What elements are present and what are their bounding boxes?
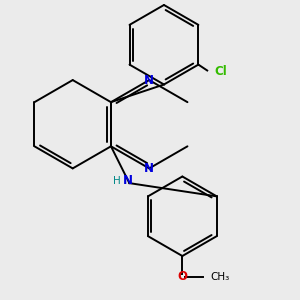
Text: O: O <box>177 270 188 283</box>
Text: N: N <box>144 162 154 175</box>
Text: Cl: Cl <box>214 65 227 79</box>
Text: CH₃: CH₃ <box>210 272 230 282</box>
Text: H: H <box>113 176 121 186</box>
Text: N: N <box>123 174 133 188</box>
Text: N: N <box>144 74 154 87</box>
